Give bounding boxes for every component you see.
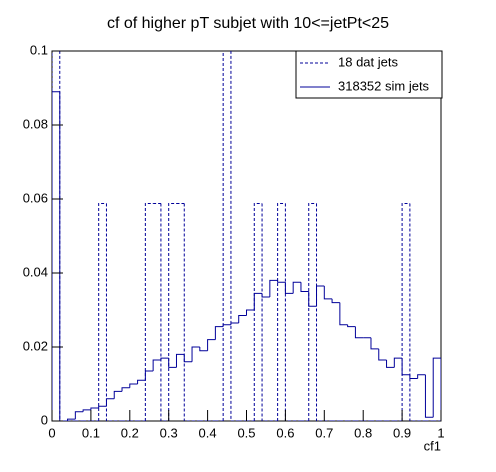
- histogram-bin: [222, 324, 231, 327]
- histogram-bin: [417, 374, 426, 379]
- histogram-bin: [160, 357, 169, 360]
- histogram-bin: [323, 285, 333, 300]
- histogram-bin: [331, 298, 340, 304]
- x-tick-label: 0.5: [237, 425, 255, 440]
- histogram-bin: [98, 202, 107, 421]
- histogram-bin: [269, 279, 278, 298]
- histogram-bin: [316, 203, 325, 421]
- histogram-bin: [129, 383, 138, 388]
- histogram-bin: [230, 322, 239, 325]
- histogram-bin: [292, 281, 301, 294]
- histogram-bin: [52, 91, 60, 421]
- histogram-bin: [121, 387, 130, 392]
- histogram-bin: [401, 358, 410, 376]
- x-tick-label: 0.6: [276, 425, 294, 440]
- histogram-bin: [82, 409, 91, 412]
- histogram-bin: [160, 203, 169, 421]
- histogram-bin: [199, 347, 208, 352]
- x-tick-label: 0.9: [393, 425, 411, 440]
- histogram-bin: [113, 390, 123, 399]
- histogram-bin: [214, 326, 224, 340]
- histogram-bin: [238, 315, 247, 323]
- legend-label: 318352 sim jets: [338, 78, 430, 93]
- histogram-bin: [152, 359, 161, 372]
- histogram-bin: [253, 292, 263, 310]
- histogram-bin: [339, 302, 348, 326]
- legend-box: [295, 50, 443, 99]
- histogram-bin: [253, 202, 263, 421]
- y-tick-label: 0.02: [23, 338, 48, 353]
- histogram-bin: [432, 357, 441, 421]
- histogram-bin: [393, 357, 403, 368]
- histogram-bin: [277, 202, 286, 421]
- histogram-bin: [261, 203, 270, 421]
- y-tick-label: 0.08: [23, 116, 48, 131]
- histogram-bin: [316, 285, 325, 307]
- histogram-bin: [277, 280, 286, 283]
- y-tick-label: 0.1: [30, 42, 48, 57]
- histogram-bin: [191, 346, 200, 362]
- histogram-bin: [401, 202, 410, 421]
- histogram-bin: [67, 418, 76, 421]
- histogram-bin: [183, 354, 193, 363]
- histogram-bin: [105, 203, 115, 421]
- histogram-bin: [168, 202, 177, 421]
- histogram-bin: [59, 91, 68, 421]
- histogram-bin: [409, 203, 418, 421]
- histogram-bin: [386, 359, 395, 368]
- histogram-bin: [308, 202, 317, 421]
- histogram-bin: [261, 293, 270, 298]
- x-tick-label: 0.8: [354, 425, 372, 440]
- x-tick-label: 0.3: [160, 425, 178, 440]
- histogram-bin: [284, 203, 294, 421]
- histogram-bin: [354, 326, 364, 339]
- y-tick-label: 0.04: [23, 264, 48, 279]
- histogram-bin: [175, 353, 185, 368]
- x-tick-label: 1: [437, 425, 444, 440]
- histogram-bin: [370, 337, 379, 350]
- histogram-bin: [284, 282, 294, 294]
- histogram-bin: [230, 51, 239, 421]
- x-axis-label: cf1: [424, 438, 441, 453]
- histogram-bin: [207, 339, 216, 351]
- y-tick-label: 0.06: [23, 190, 48, 205]
- histogram-bin: [137, 379, 146, 384]
- histogram-bin: [90, 407, 99, 410]
- histogram-bin: [144, 370, 154, 381]
- histogram-bin: [168, 358, 177, 368]
- plot-area: [52, 51, 441, 421]
- histogram-bin: [98, 405, 107, 409]
- histogram-bin: [378, 348, 387, 361]
- histogram-bin: [183, 203, 193, 421]
- histogram-bin: [300, 282, 309, 292]
- x-tick-label: 0.2: [121, 425, 139, 440]
- x-tick-label: 0.7: [315, 425, 333, 440]
- legend-label: 18 dat jets: [338, 54, 398, 69]
- x-tick-label: 0: [48, 425, 55, 440]
- y-tick-label: 0: [41, 412, 48, 427]
- histogram-bin: [409, 374, 418, 379]
- histogram-bin: [74, 411, 84, 420]
- histogram-bin: [246, 309, 255, 316]
- histogram-bin: [347, 324, 356, 328]
- x-tick-label: 0.1: [82, 425, 100, 440]
- histogram-bin: [222, 51, 224, 421]
- histogram-bin: [105, 398, 115, 407]
- histogram-bin: [424, 374, 434, 418]
- x-tick-label: 0.4: [199, 425, 217, 440]
- histogram-bin: [308, 291, 317, 307]
- histogram-bin: [144, 202, 154, 421]
- chart-title: cf of higher pT subjet with 10<=jetPt<25: [107, 15, 389, 32]
